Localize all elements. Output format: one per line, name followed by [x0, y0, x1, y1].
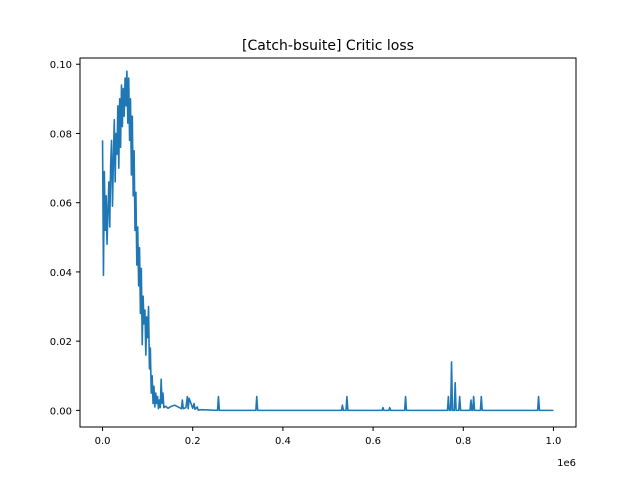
y-tick-label: 0.10: [50, 60, 72, 71]
plot-frame: [79, 57, 577, 428]
x-tick-label: 1.0: [546, 436, 562, 447]
x-tick-label: 0.6: [365, 436, 381, 447]
x-axis-offset-label: 1e6: [557, 458, 576, 469]
x-tick-label: 0.4: [275, 436, 291, 447]
y-axis: 0.00 0.02 0.04 0.06 0.08 0.10: [50, 60, 80, 417]
chart-title: [Catch-bsuite] Critic loss: [242, 38, 414, 54]
x-axis: 0.0 0.2 0.4 0.6 0.8 1.0: [95, 427, 562, 447]
y-tick-label: 0.06: [50, 199, 72, 210]
y-tick-label: 0.04: [50, 268, 72, 279]
y-tick-label: 0.00: [50, 406, 72, 417]
plot-series: [101, 70, 554, 412]
x-tick-label: 0.2: [185, 436, 201, 447]
x-tick-label: 0.8: [455, 436, 471, 447]
y-tick-label: 0.02: [50, 337, 72, 348]
x-tick-label: 0.0: [95, 436, 111, 447]
y-tick-label: 0.08: [50, 129, 72, 140]
series-line: [101, 70, 554, 412]
